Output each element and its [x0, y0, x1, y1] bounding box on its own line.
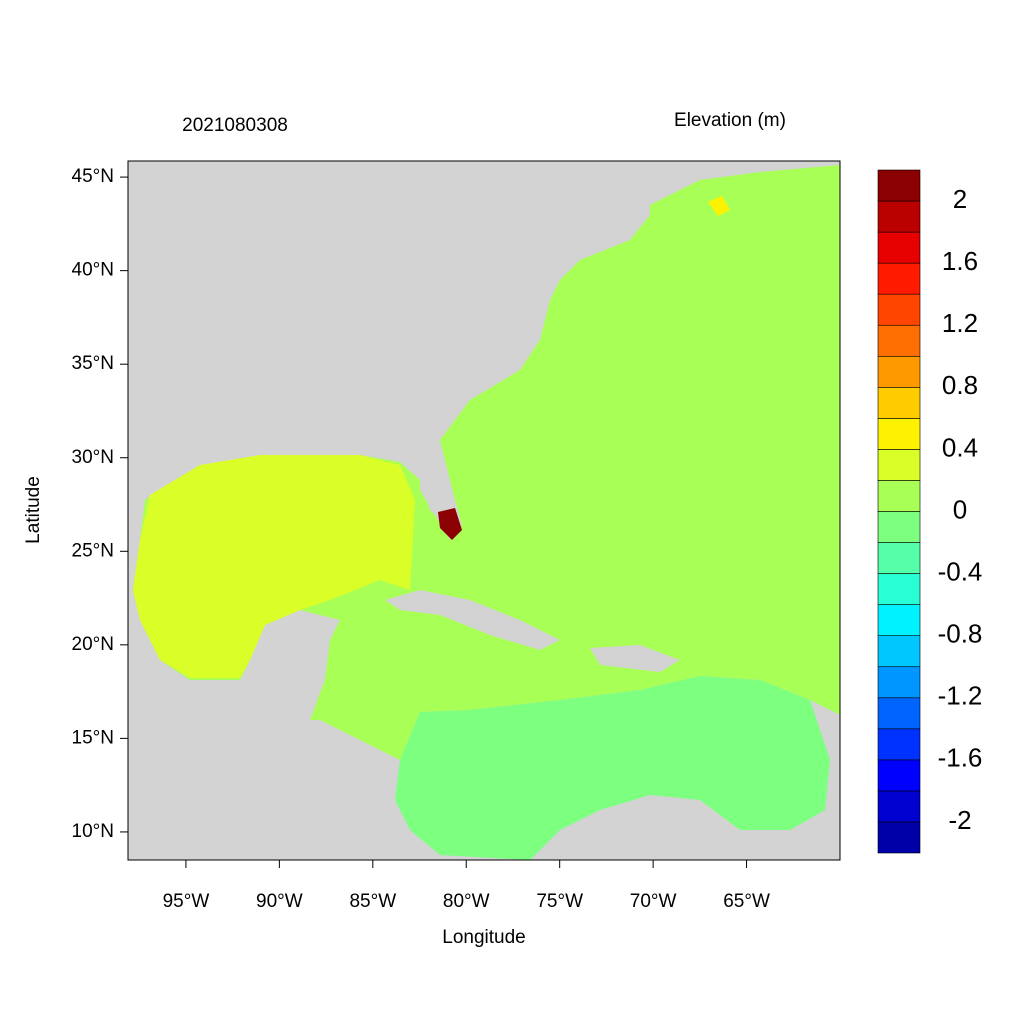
- x-tick-label: 65°W: [723, 891, 770, 912]
- x-tick-label: 90°W: [256, 891, 303, 912]
- y-tick-label: 15°N: [72, 727, 114, 748]
- colorbar-tick-label: 0.4: [942, 432, 978, 462]
- hispaniola: [590, 645, 680, 672]
- y-tick-label: 20°N: [72, 634, 114, 655]
- colorbar-box: [877, 480, 921, 512]
- colorbar-box: [877, 231, 921, 264]
- colorbar-box: [877, 542, 921, 574]
- colorbar-box: [877, 511, 921, 543]
- colorbar-box: [877, 449, 921, 481]
- y-axis-label: Latitude: [23, 476, 44, 544]
- colorbar-box: [877, 387, 921, 419]
- plot-frame: [127, 160, 841, 861]
- x-tick-label: 75°W: [536, 891, 583, 912]
- colorbar-tick-label: -1.6: [938, 743, 983, 773]
- colorbar-tick-label: 1.2: [942, 308, 978, 338]
- caribbean: [395, 676, 830, 860]
- colorbar-box: [877, 324, 921, 357]
- x-tick-label: 85°W: [349, 891, 396, 912]
- colorbar-box: [877, 821, 921, 854]
- y-tick-label: 30°N: [72, 447, 114, 468]
- colorbar-tick-label: 0: [953, 494, 967, 524]
- map-area: [127, 160, 841, 861]
- atlantic: [133, 165, 840, 760]
- maine-patch: [708, 196, 730, 216]
- colorbar-box: [877, 697, 921, 730]
- colorbar-box: [877, 635, 921, 668]
- x-tick-label: 80°W: [443, 891, 490, 912]
- x-tick-label: 70°W: [630, 891, 677, 912]
- colorbar-tick-label: 0.8: [942, 370, 978, 400]
- y-tick-label: 45°N: [72, 166, 114, 187]
- colorbar-box: [877, 604, 921, 636]
- gulf: [133, 455, 415, 678]
- colorbar-box: [877, 790, 921, 823]
- map-title: 2021080308: [182, 115, 288, 136]
- florida-surge: [438, 508, 462, 540]
- colorbar-box: [877, 759, 921, 792]
- colorbar-tick-label: -0.4: [938, 556, 983, 586]
- colorbar-box: [877, 262, 921, 295]
- y-tick-label: 25°N: [72, 540, 114, 561]
- colorbar-tick-label: -0.8: [938, 619, 983, 649]
- colorbar-box: [877, 418, 921, 450]
- cuba: [385, 590, 560, 650]
- y-tick-label: 40°N: [72, 260, 114, 281]
- colorbar-tick-label: 1.6: [942, 246, 978, 276]
- colorbar-tick-label: 2: [953, 184, 967, 214]
- colorbar-box: [877, 728, 921, 761]
- y-tick-label: 10°N: [72, 821, 114, 842]
- x-axis-label: Longitude: [442, 927, 525, 948]
- colorbar-box: [877, 355, 921, 388]
- colorbar-box: [877, 169, 921, 202]
- y-tick-label: 35°N: [72, 353, 114, 374]
- colorbar-box: [877, 200, 921, 233]
- colorbar-box: [877, 293, 921, 326]
- colorbar-tick-label: -1.2: [938, 681, 983, 711]
- colorbar-tick-label: -2: [948, 805, 971, 835]
- colorbar-title: Elevation (m): [674, 110, 786, 131]
- colorbar-box: [877, 573, 921, 605]
- x-tick-label: 95°W: [163, 891, 210, 912]
- colorbar-box: [877, 666, 921, 699]
